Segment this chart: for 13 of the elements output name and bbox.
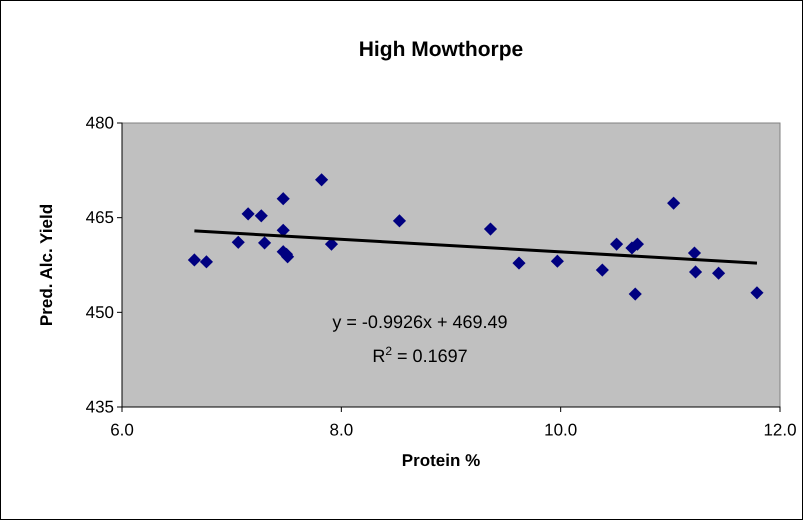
y-tick-label: 465 (86, 208, 114, 228)
y-tick-label: 435 (86, 397, 114, 416)
annotation: y = -0.9926x + 469.49 (332, 312, 508, 332)
chart-title: High Mowthorpe (358, 38, 524, 61)
annotation: R$^{2}$ = 0.1697 (372, 344, 468, 366)
x-tick-label: 6.0 (110, 420, 134, 440)
x-tick-label: 10.0 (544, 420, 578, 440)
x-tick-label: 8.0 (330, 420, 354, 440)
x-tick-label: 12.0 (763, 420, 797, 440)
x-axis-title: Protein % (402, 451, 480, 470)
y-tick-label: 480 (86, 113, 114, 132)
y-axis-title: Pred. Alc. Yield (37, 204, 56, 326)
y-tick-label: 450 (86, 302, 114, 322)
